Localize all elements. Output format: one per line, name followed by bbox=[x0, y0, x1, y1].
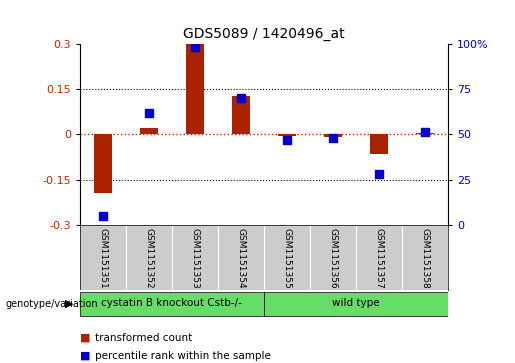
Bar bbox=[140, 128, 158, 134]
Bar bbox=[264, 292, 448, 316]
Text: GSM1151353: GSM1151353 bbox=[191, 228, 199, 289]
Bar bbox=[94, 134, 112, 193]
Text: ■: ■ bbox=[80, 351, 90, 361]
Text: GSM1151354: GSM1151354 bbox=[236, 228, 246, 289]
Text: wild type: wild type bbox=[332, 298, 380, 309]
Point bbox=[329, 135, 337, 141]
Bar bbox=[370, 134, 388, 154]
Text: GSM1151352: GSM1151352 bbox=[144, 228, 153, 289]
Title: GDS5089 / 1420496_at: GDS5089 / 1420496_at bbox=[183, 27, 345, 41]
Text: transformed count: transformed count bbox=[95, 333, 193, 343]
Text: ■: ■ bbox=[80, 333, 90, 343]
Text: percentile rank within the sample: percentile rank within the sample bbox=[95, 351, 271, 361]
Text: GSM1151356: GSM1151356 bbox=[329, 228, 337, 289]
Point bbox=[145, 110, 153, 115]
Text: GSM1151355: GSM1151355 bbox=[282, 228, 291, 289]
Point bbox=[375, 171, 383, 177]
Bar bbox=[80, 292, 264, 316]
Text: cystatin B knockout Cstb-/-: cystatin B knockout Cstb-/- bbox=[101, 298, 243, 309]
Point bbox=[191, 44, 199, 50]
Bar bbox=[186, 42, 204, 134]
Text: genotype/variation: genotype/variation bbox=[5, 299, 98, 309]
Text: GSM1151351: GSM1151351 bbox=[98, 228, 107, 289]
Point bbox=[99, 213, 107, 219]
Point bbox=[421, 130, 429, 135]
Text: ▶: ▶ bbox=[65, 299, 74, 309]
Text: GSM1151357: GSM1151357 bbox=[374, 228, 384, 289]
Bar bbox=[232, 97, 250, 134]
Bar bbox=[324, 134, 342, 137]
Text: GSM1151358: GSM1151358 bbox=[421, 228, 430, 289]
Bar bbox=[416, 133, 434, 134]
Bar bbox=[278, 134, 296, 136]
Point bbox=[237, 95, 245, 101]
Point bbox=[283, 137, 291, 143]
